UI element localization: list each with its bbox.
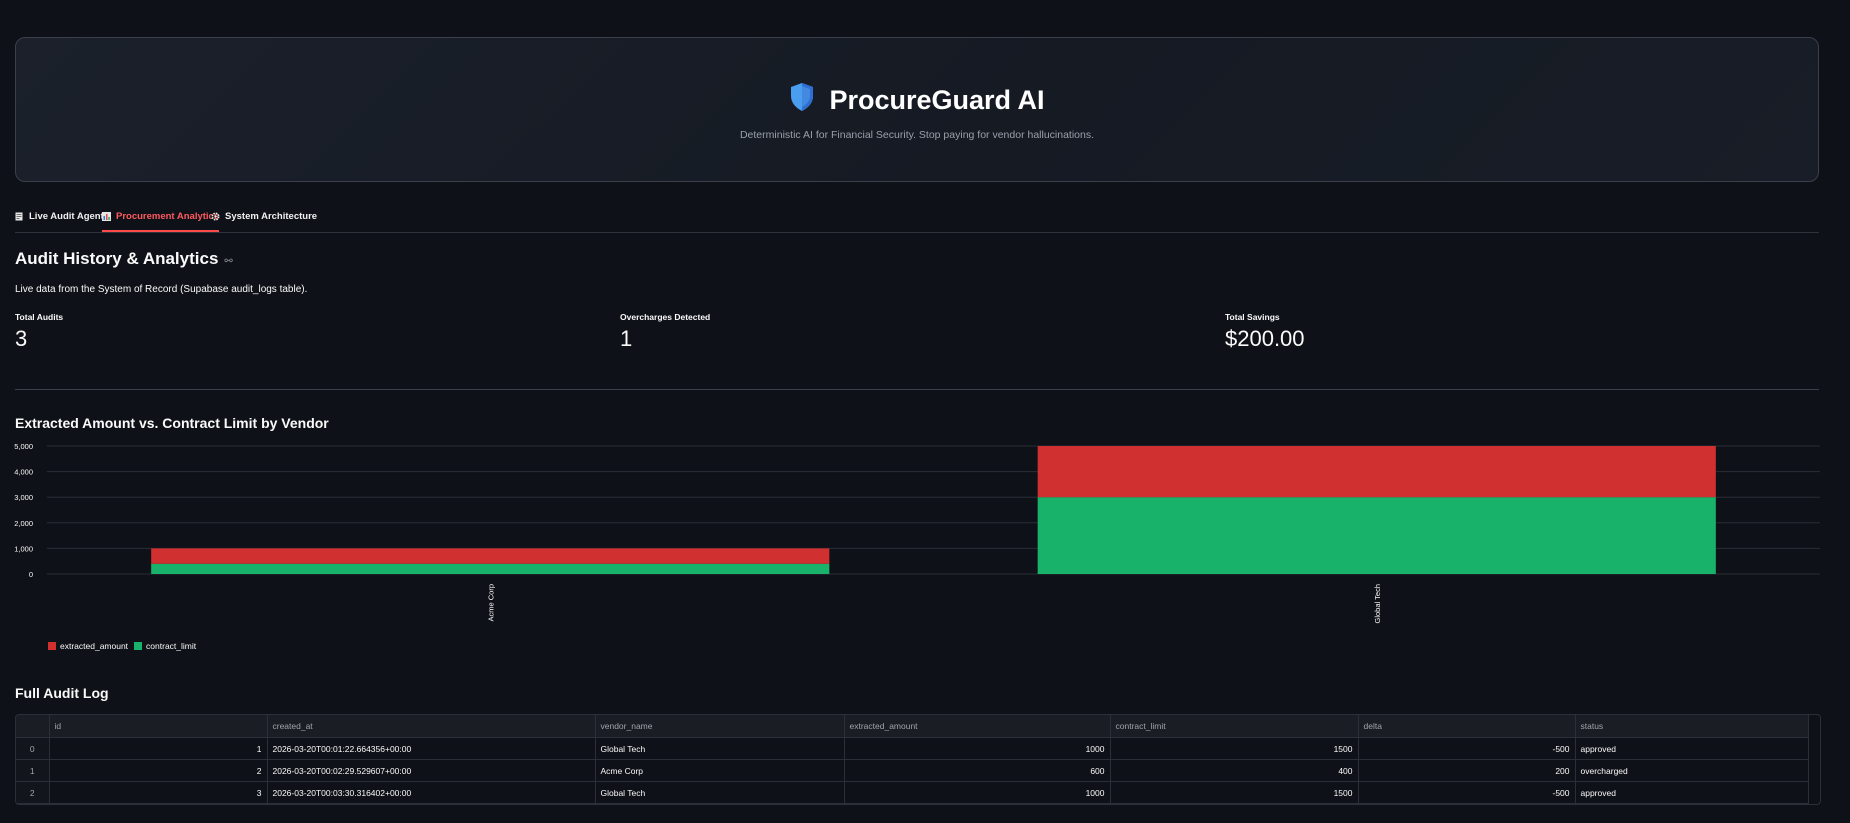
column-header[interactable]: delta [1358,715,1576,738]
cell-created-at[interactable]: 2026-03-20T00:01:22.664356+00:00 [267,737,596,760]
cell-id[interactable]: 2 [49,759,268,782]
cell-created-at[interactable]: 2026-03-20T00:02:29.529607+00:00 [267,759,596,782]
metric-overcharges: Overcharges Detected 1 [620,312,710,352]
table-row[interactable]: 1 2 2026-03-20T00:02:29.529607+00:00 Acm… [16,759,1809,782]
cell-status[interactable]: approved [1575,781,1809,804]
app-title-row: ProcureGuard AI [16,82,1818,119]
y-tick-label: 3,000 [14,493,33,502]
column-header[interactable]: id [49,715,268,738]
legend-swatch [48,642,56,650]
x-tick-label: Acme Corp [486,584,495,622]
cell-delta[interactable]: -500 [1358,781,1576,804]
receipt-icon [15,212,24,221]
cell-delta[interactable]: 200 [1358,759,1576,782]
cell-extracted-amount[interactable]: 600 [844,759,1111,782]
column-header[interactable]: extracted_amount [844,715,1111,738]
metric-total-savings: Total Savings $200.00 [1225,312,1305,352]
metric-label: Total Audits [15,312,64,322]
bar-chart-icon [102,212,111,221]
cell-vendor-name[interactable]: Global Tech [595,781,845,804]
metric-value: 3 [15,326,28,351]
table-title: Full Audit Log [15,685,109,701]
tab-label: Live Audit Agent [29,211,104,222]
bar-contract_limit [151,563,830,574]
cell-status[interactable]: overcharged [1575,759,1809,782]
row-index: 2 [16,781,50,804]
tab-label: Procurement Analytics [116,211,220,222]
tab-system-architecture[interactable]: System Architecture [211,211,317,222]
row-index: 1 [16,759,50,782]
anchor-link-icon[interactable]: ⚯ [224,256,233,267]
app-subtitle: Deterministic AI for Financial Security.… [739,129,1095,141]
index-header [16,715,50,738]
tab-label: System Architecture [225,211,318,222]
legend-swatch [134,642,143,650]
tab-procurement-analytics[interactable]: Procurement Analytics [102,211,220,232]
column-header[interactable]: created_at [267,715,596,738]
cell-created-at[interactable]: 2026-03-20T00:03:30.316402+00:00 [267,781,596,804]
shield-icon [789,82,815,119]
cell-id[interactable]: 1 [49,737,268,760]
cell-extracted-amount[interactable]: 1000 [844,781,1111,804]
metric-value: $200.00 [1225,326,1305,351]
metric-value: 1 [620,326,633,351]
cell-contract-limit[interactable]: 400 [1110,759,1359,782]
cell-vendor-name[interactable]: Acme Corp [595,759,845,782]
cell-extracted-amount[interactable]: 1000 [844,737,1111,760]
header-banner: ProcureGuard AI Deterministic AI for Fin… [15,37,1819,182]
section-description: Live data from the System of Record (Sup… [15,284,308,295]
y-tick-label: 2,000 [14,519,33,528]
legend-item-extracted-amount[interactable]: extracted_amount [48,641,128,651]
column-header[interactable]: status [1575,715,1809,738]
cell-status[interactable]: approved [1575,737,1809,760]
divider [15,389,1819,390]
cell-contract-limit[interactable]: 1500 [1110,737,1359,760]
chart-legend: extracted_amount contract_limit [48,641,196,651]
app-title: ProcureGuard AI [829,85,1045,115]
y-tick-label: 5,000 [14,442,33,451]
cell-delta[interactable]: -500 [1358,737,1576,760]
row-index: 0 [16,737,50,760]
column-header[interactable]: contract_limit [1110,715,1359,738]
legend-label: extracted_amount [60,641,129,651]
section-title: Audit History & Analytics ⚯ [15,249,233,269]
cell-vendor-name[interactable]: Global Tech [595,737,845,760]
x-tick-label: Global Tech [1373,584,1382,623]
gear-icon [211,212,220,221]
section-title-text: Audit History & Analytics [15,249,219,268]
cell-contract-limit[interactable]: 1500 [1110,781,1359,804]
metric-label: Overcharges Detected [620,312,711,322]
y-tick-label: 0 [29,570,33,579]
legend-item-contract-limit[interactable]: contract_limit [134,641,196,651]
bar-contract_limit [1037,497,1716,574]
metric-label: Total Savings [1225,312,1280,322]
table-header-row: id created_at vendor_name extracted_amou… [16,715,1809,738]
table-row[interactable]: 0 1 2026-03-20T00:01:22.664356+00:00 Glo… [16,737,1809,760]
y-tick-label: 1,000 [14,544,33,553]
legend-label: contract_limit [146,641,197,651]
table-row[interactable]: 2 3 2026-03-20T00:03:30.316402+00:00 Glo… [16,781,1809,804]
y-tick-label: 4,000 [14,468,33,477]
stacked-bar-chart: 0 1,000 2,000 3,000 4,000 5,000 Acme Corp Globa… [14,442,1820,623]
column-header[interactable]: vendor_name [595,715,845,738]
audit-log-table[interactable]: id created_at vendor_name extracted_amou… [15,714,1821,805]
tab-bar: Live Audit Agent Procurement Analytics S… [15,207,1819,233]
bar-extracted_amount [151,548,830,564]
cell-id[interactable]: 3 [49,781,268,804]
tab-live-audit-agent[interactable]: Live Audit Agent [15,211,104,222]
metric-total-audits: Total Audits 3 [15,312,63,352]
chart-title: Extracted Amount vs. Contract Limit by V… [15,415,329,431]
bar-extracted_amount [1037,446,1716,498]
